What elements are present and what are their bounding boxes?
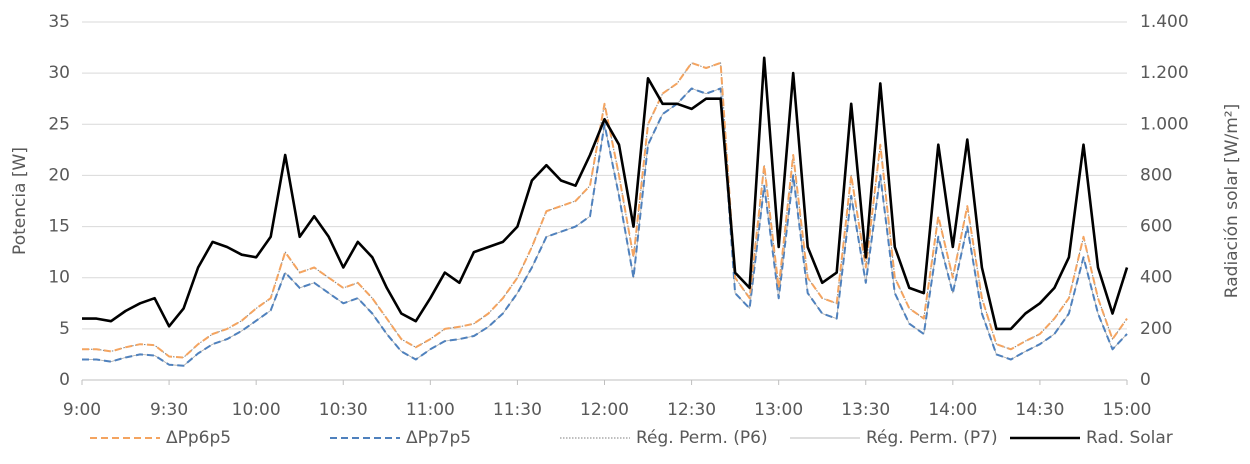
y2-tick-label: 1.200 bbox=[1140, 63, 1189, 83]
y2-axis-label: Radiación solar [W/m²] bbox=[1222, 104, 1242, 298]
x-tick-label: 9:00 bbox=[63, 400, 101, 420]
x-tick-label: 14:00 bbox=[928, 400, 977, 420]
x-tick-label: 11:00 bbox=[406, 400, 455, 420]
y2-tick-label: 800 bbox=[1140, 165, 1172, 185]
y-tick-label: 15 bbox=[48, 217, 70, 237]
legend-label: ΔPp7p5 bbox=[406, 428, 471, 448]
x-tick-label: 10:00 bbox=[232, 400, 281, 420]
x-tick-label: 13:30 bbox=[841, 400, 890, 420]
y-axis-label: Potencia [W] bbox=[10, 147, 30, 255]
y2-tick-label: 200 bbox=[1140, 319, 1172, 339]
legend-label: Rég. Perm. (P7) bbox=[866, 428, 998, 448]
x-tick-label: 14:30 bbox=[1015, 400, 1064, 420]
y-tick-label: 35 bbox=[48, 12, 70, 32]
x-tick-label: 9:30 bbox=[150, 400, 188, 420]
legend-label: Rad. Solar bbox=[1086, 428, 1173, 448]
y-tick-label: 10 bbox=[48, 268, 70, 288]
x-tick-label: 12:00 bbox=[580, 400, 629, 420]
y-tick-label: 30 bbox=[48, 63, 70, 83]
x-tick-label: 10:30 bbox=[319, 400, 368, 420]
series-line bbox=[82, 87, 1128, 367]
series-line bbox=[82, 56, 1129, 331]
y2-tick-label: 1.000 bbox=[1140, 114, 1189, 134]
legend-label: ΔPp6p5 bbox=[166, 428, 231, 448]
y2-tick-label: 1.400 bbox=[1140, 12, 1189, 32]
y-tick-label: 0 bbox=[59, 370, 70, 390]
x-tick-label: 11:30 bbox=[493, 400, 542, 420]
y2-tick-label: 600 bbox=[1140, 217, 1172, 237]
y2-tick-label: 400 bbox=[1140, 268, 1172, 288]
x-tick-label: 15:00 bbox=[1103, 400, 1152, 420]
series-line bbox=[82, 62, 1128, 358]
legend-label: Rég. Perm. (P6) bbox=[636, 428, 768, 448]
y-tick-label: 5 bbox=[59, 319, 70, 339]
y-tick-label: 25 bbox=[48, 114, 70, 134]
y2-tick-label: 0 bbox=[1140, 370, 1151, 390]
x-tick-label: 12:30 bbox=[667, 400, 716, 420]
y-tick-label: 20 bbox=[48, 165, 70, 185]
x-tick-label: 13:00 bbox=[754, 400, 803, 420]
series-line bbox=[82, 61, 1128, 359]
